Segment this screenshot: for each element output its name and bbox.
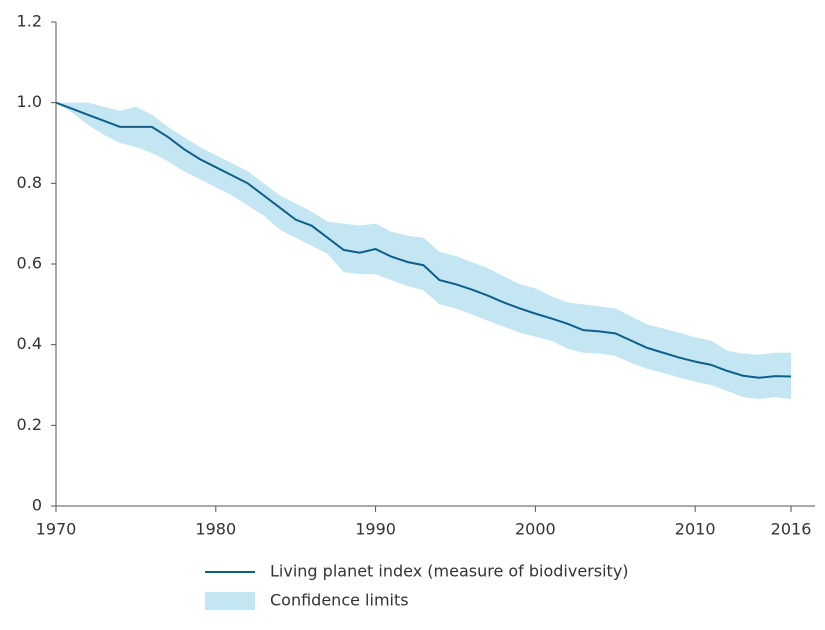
- legend-label: Living planet index (measure of biodiver…: [270, 562, 629, 581]
- x-tick-label: 2010: [675, 520, 716, 539]
- x-tick-label: 1990: [355, 520, 396, 539]
- y-tick-label: 0.4: [17, 334, 42, 353]
- x-tick-label: 1980: [195, 520, 236, 539]
- y-tick-label: 0.8: [17, 173, 42, 192]
- y-tick-label: 1.0: [17, 92, 42, 111]
- y-tick-label: 0: [32, 496, 42, 515]
- y-tick-label: 0.2: [17, 415, 42, 434]
- legend-band-swatch: [205, 592, 255, 610]
- confidence-band: [56, 102, 792, 400]
- index-line: [55, 101, 792, 379]
- y-tick-label: 1.2: [17, 12, 42, 31]
- x-tick-label: 2016: [771, 520, 812, 539]
- legend-label: Confidence limits: [270, 591, 409, 610]
- x-tick-label: 1970: [36, 520, 77, 539]
- y-tick-label: 0.6: [17, 254, 42, 273]
- x-tick-label: 2000: [515, 520, 556, 539]
